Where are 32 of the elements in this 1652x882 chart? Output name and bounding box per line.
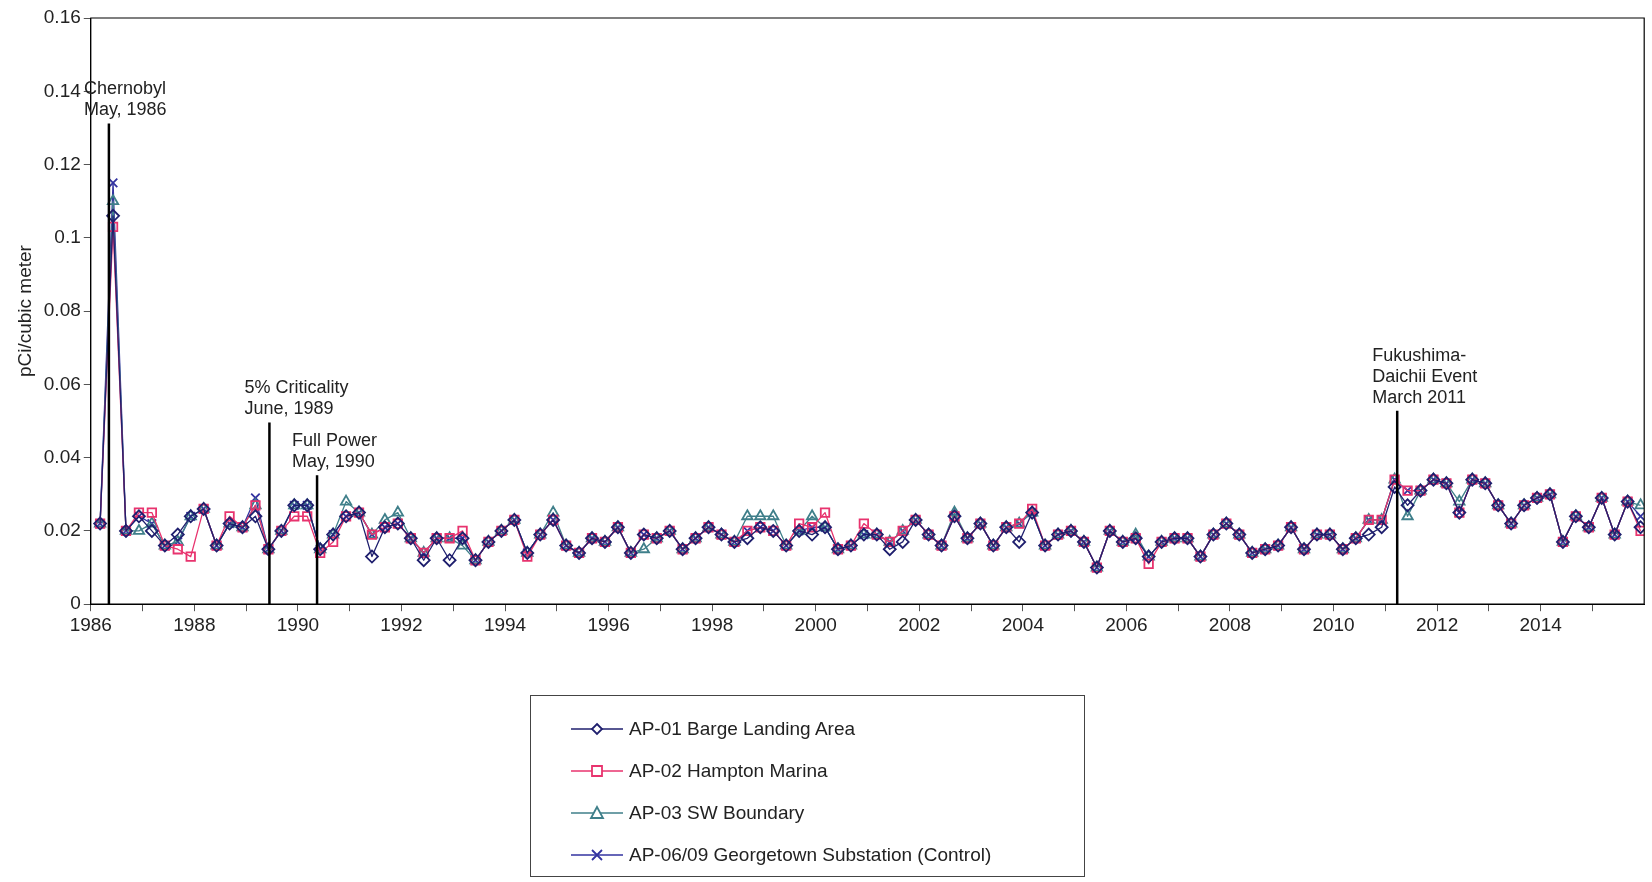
legend-label: AP-01 Barge Landing Area: [629, 718, 856, 740]
x-tick-label: 2006: [1105, 613, 1148, 635]
y-tick-label: 0.14: [43, 79, 82, 101]
x-tick-label: 2012: [1415, 613, 1459, 635]
ref-line-label: Full Power May, 1990: [292, 430, 378, 472]
x-tick-label: 1996: [587, 613, 630, 635]
y-tick-label: 0: [70, 592, 81, 614]
x-tick-label: 1986: [69, 613, 112, 635]
legend-label: AP-06/09 Georgetown Substation (Control): [629, 844, 992, 866]
x-tick-label: 1988: [173, 613, 216, 635]
y-tick-label: 0.02: [43, 519, 81, 541]
x-tick-label: 2010: [1312, 613, 1355, 635]
x-tick-label: 2000: [794, 613, 837, 635]
y-tick-label: 0.12: [43, 152, 81, 174]
x-tick-label: 1994: [483, 613, 527, 635]
y-tick-label: 0.08: [43, 299, 81, 321]
x-tick-label: 1990: [276, 613, 320, 635]
y-tick-label: 0.04: [43, 445, 82, 467]
ref-line-label: Fukushima- Daichii Event March 2011: [1372, 344, 1478, 407]
x-tick-label: 2014: [1519, 613, 1563, 635]
legend-label: AP-03 SW Boundary: [629, 802, 805, 824]
y-tick-label: 0.16: [43, 6, 81, 28]
x-tick-label: 2008: [1208, 613, 1252, 635]
x-tick-label: 2004: [1001, 613, 1045, 635]
legend-label: AP-02 Hampton Marina: [629, 760, 828, 782]
ref-line-label: 5% Criticality June, 1989: [244, 377, 349, 419]
x-tick-label: 2002: [898, 613, 941, 635]
y-axis-title: pCi/cubic meter: [13, 244, 35, 378]
y-tick-label: 0.06: [43, 372, 81, 394]
x-tick-label: 1992: [380, 613, 423, 635]
x-tick-label: 1998: [691, 613, 734, 635]
y-tick-label: 0.1: [54, 226, 81, 248]
